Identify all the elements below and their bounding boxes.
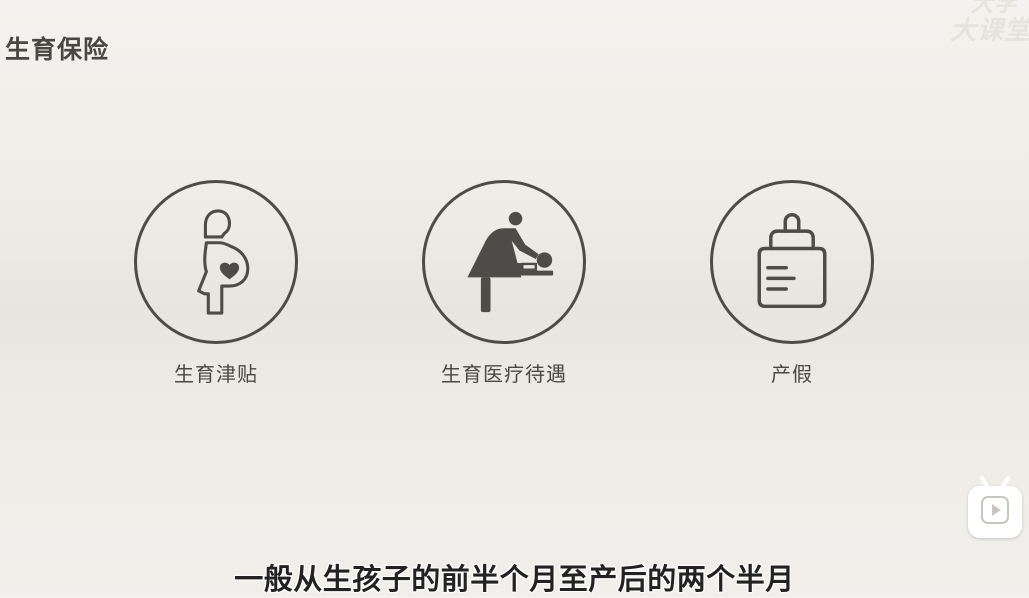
watermark-logo: 大学 大课堂 [949,0,1029,46]
medical-label: 生育医疗待遇 [441,362,567,386]
diaper-changing-icon [467,211,554,313]
benefit-item-medical: 生育医疗待遇 [404,180,604,387]
benefit-item-allowance: 生育津贴 [116,180,316,387]
pregnant-woman-icon [197,209,250,315]
leave-label: 产假 [771,362,813,386]
medical-circle [422,180,586,344]
baby-bottle-icon [757,213,827,309]
benefit-item-leave: 产假 [692,180,892,387]
allowance-label: 生育津贴 [174,362,258,386]
play-icon [981,496,1009,524]
page-title: 生育保险 [5,35,110,64]
allowance-circle [134,180,298,344]
tv-antenna-icon [980,476,1010,490]
leave-circle [710,180,874,344]
video-subtitle: 一般从生孩子的前半个月至产后的两个半月 [234,562,795,596]
bilibili-play-button[interactable] [968,476,1022,538]
